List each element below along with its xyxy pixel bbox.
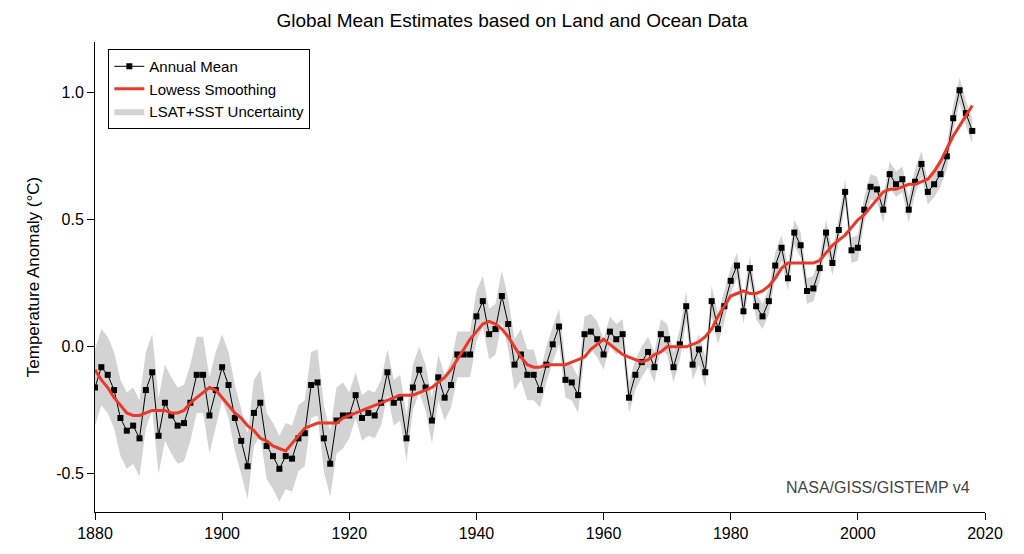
svg-text:Lowess Smoothing: Lowess Smoothing [149,81,276,98]
svg-text:NASA/GISS/GISTEMP v4: NASA/GISS/GISTEMP v4 [786,479,970,496]
svg-text:1920: 1920 [331,525,367,542]
svg-text:1940: 1940 [459,525,495,542]
svg-text:2020: 2020 [967,525,1003,542]
svg-text:1960: 1960 [586,525,622,542]
svg-text:Annual Mean: Annual Mean [149,58,237,75]
svg-text:2000: 2000 [840,525,876,542]
svg-text:1.0: 1.0 [62,84,84,101]
svg-text:Temperature Anomaly (°C): Temperature Anomaly (°C) [24,177,43,377]
svg-text:0.5: 0.5 [62,211,84,228]
svg-text:Global Mean Estimates based on: Global Mean Estimates based on Land and … [276,10,748,31]
svg-text:0.0: 0.0 [62,338,84,355]
svg-text:1880: 1880 [77,525,113,542]
svg-text:1980: 1980 [713,525,749,542]
svg-text:1900: 1900 [204,525,240,542]
svg-text:LSAT+SST Uncertainty: LSAT+SST Uncertainty [149,103,304,120]
svg-text:-0.5: -0.5 [56,465,84,482]
